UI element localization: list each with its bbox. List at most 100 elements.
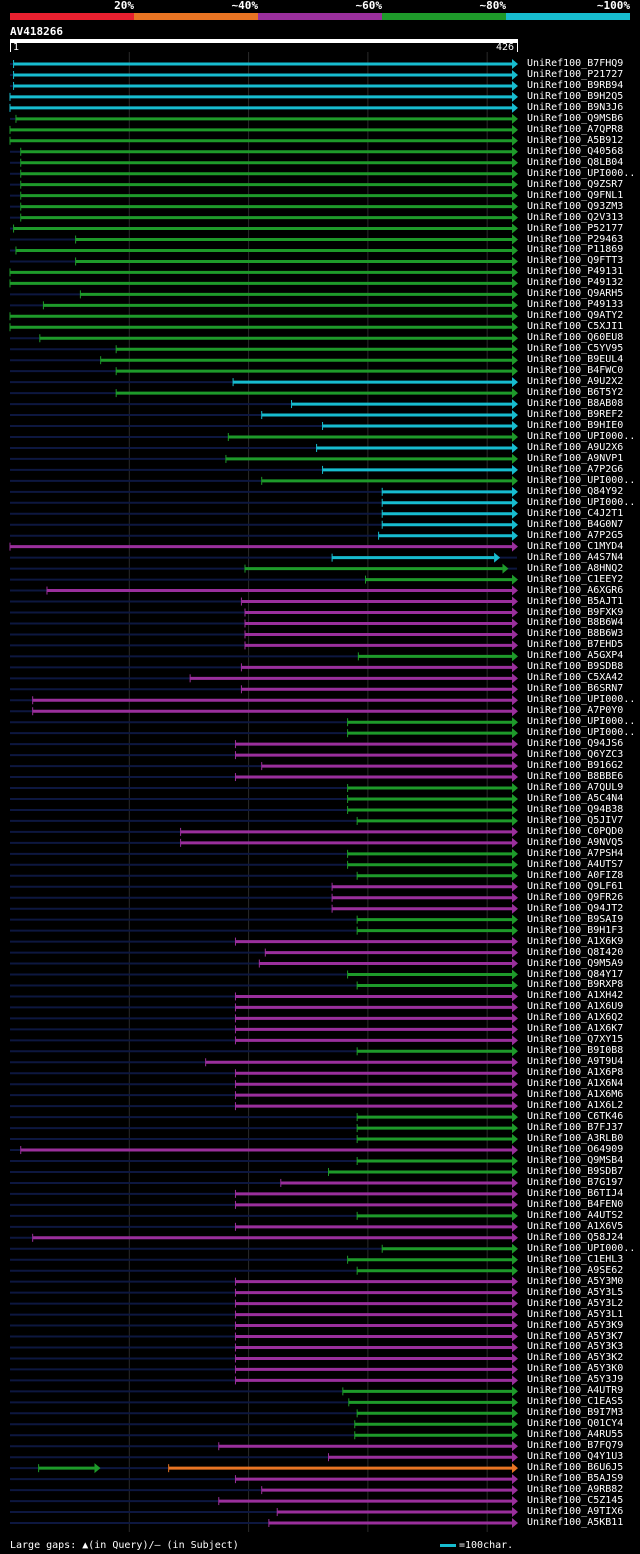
hit-label[interactable]: UniRef100_A9SE62 (527, 1264, 624, 1276)
hit-row[interactable] (10, 1419, 518, 1430)
hit-row[interactable] (10, 410, 518, 421)
hit-row[interactable] (10, 1265, 518, 1276)
hit-label[interactable]: UniRef100_B7FHQ9 (527, 58, 624, 69)
hit-label[interactable]: UniRef100_A5Y3J9 (527, 1374, 624, 1386)
hit-label[interactable]: UniRef100_B7FQ79 (527, 1440, 624, 1452)
hit-row[interactable] (9, 135, 518, 146)
hit-label[interactable]: UniRef100_B5AJS9 (527, 1473, 624, 1485)
hit-row[interactable] (10, 1101, 518, 1112)
hit-label[interactable]: UniRef100_C1EAS5 (527, 1396, 624, 1408)
hit-label[interactable]: UniRef100_P52177 (527, 222, 624, 234)
hit-row[interactable] (9, 311, 518, 322)
hit-row[interactable] (10, 640, 518, 651)
hit-label[interactable]: UniRef100_A1X6K7 (527, 1023, 624, 1035)
hit-row[interactable] (10, 728, 518, 739)
hit-label[interactable]: UniRef100_A5C4N4 (527, 792, 624, 804)
hit-label[interactable]: UniRef100_A9U2X6 (527, 441, 624, 453)
hit-label[interactable]: UniRef100_UPI000.. (527, 716, 636, 728)
hit-label[interactable]: UniRef100_Q9M5A9 (527, 957, 624, 969)
hit-row[interactable] (10, 1485, 518, 1496)
hit-row[interactable] (10, 1166, 518, 1177)
hit-label[interactable]: UniRef100_Q4Y1U3 (527, 1451, 624, 1463)
hit-label[interactable]: UniRef100_A9RB82 (527, 1484, 624, 1496)
hit-row[interactable] (10, 651, 518, 662)
hit-row[interactable] (10, 574, 518, 585)
hit-label[interactable]: UniRef100_A1X6L2 (527, 1100, 624, 1112)
hit-label[interactable]: UniRef100_P49132 (527, 277, 624, 289)
hit-row[interactable] (10, 1353, 518, 1364)
hit-label[interactable]: UniRef100_B9RB94 (527, 79, 624, 91)
hit-row[interactable] (10, 958, 518, 969)
hit-label[interactable]: UniRef100_B6U6J5 (527, 1462, 624, 1474)
hit-label[interactable]: UniRef100_A9T9U4 (527, 1056, 624, 1068)
hit-row[interactable] (10, 1134, 518, 1145)
hit-label[interactable]: UniRef100_B9I7M3 (527, 1407, 624, 1419)
hit-row[interactable] (10, 750, 518, 761)
hit-row[interactable] (10, 739, 518, 750)
hit-row[interactable] (10, 618, 518, 629)
hit-label[interactable]: UniRef100_B7G197 (527, 1176, 624, 1188)
hit-label[interactable]: UniRef100_B9SDB8 (527, 661, 624, 673)
hit-label[interactable]: UniRef100_A9U2X2 (527, 376, 624, 388)
hit-label[interactable]: UniRef100_Q58J24 (527, 1231, 624, 1243)
hit-label[interactable]: UniRef100_Q93ZM3 (527, 200, 624, 212)
hit-row[interactable] (10, 793, 518, 804)
hit-label[interactable]: UniRef100_A7PSH4 (527, 847, 624, 859)
hit-row[interactable] (10, 1123, 518, 1134)
hit-label[interactable]: UniRef100_B8BBE6 (527, 771, 624, 783)
hit-label[interactable]: UniRef100_UPI000.. (527, 496, 636, 508)
hit-row[interactable] (10, 563, 517, 574)
hit-label[interactable]: UniRef100_A1X6N4 (527, 1078, 624, 1090)
hit-label[interactable]: UniRef100_A1X6K9 (527, 935, 624, 947)
hit-label[interactable]: UniRef100_B8B6W3 (527, 628, 624, 640)
hit-label[interactable]: UniRef100_Q9FNL1 (527, 189, 624, 201)
hit-row[interactable] (10, 859, 518, 870)
hit-label[interactable]: UniRef100_B9I0B8 (527, 1045, 624, 1057)
hit-label[interactable]: UniRef100_P49131 (527, 266, 624, 278)
hit-label[interactable]: UniRef100_A4UTS7 (527, 858, 624, 870)
hit-row[interactable] (10, 1254, 518, 1265)
hit-label[interactable]: UniRef100_Q40568 (527, 145, 624, 157)
hit-row[interactable] (10, 344, 518, 355)
hit-label[interactable]: UniRef100_Q8I420 (527, 946, 624, 958)
hit-row[interactable] (10, 497, 518, 508)
hit-row[interactable] (10, 892, 518, 903)
hit-row[interactable] (10, 464, 518, 475)
hit-row[interactable] (10, 431, 518, 442)
hit-label[interactable]: UniRef100_A8HNQ2 (527, 562, 624, 574)
hit-row[interactable] (9, 267, 518, 278)
hit-row[interactable] (10, 662, 518, 673)
hit-label[interactable]: UniRef100_B8B6W4 (527, 617, 624, 629)
hit-row[interactable] (10, 1496, 518, 1507)
hit-label[interactable]: UniRef100_C4J2T1 (527, 507, 624, 519)
hit-label[interactable]: UniRef100_A9NVQ5 (527, 836, 624, 848)
hit-label[interactable]: UniRef100_B9EUL4 (527, 354, 624, 366)
hit-label[interactable]: UniRef100_Q01CY4 (527, 1418, 624, 1430)
hit-label[interactable]: UniRef100_Q5JIV7 (527, 814, 624, 826)
hit-row[interactable] (10, 179, 518, 190)
hit-row[interactable] (10, 80, 518, 91)
hit-row[interactable] (10, 815, 518, 826)
hit-label[interactable]: UniRef100_Q9ZSR7 (527, 178, 624, 190)
hit-row[interactable] (10, 596, 518, 607)
hit-row[interactable] (10, 421, 518, 432)
hit-row[interactable] (10, 1474, 518, 1485)
hit-row[interactable] (9, 541, 518, 552)
hit-label[interactable]: UniRef100_B9N3J6 (527, 101, 624, 113)
hit-label[interactable]: UniRef100_Q60EU8 (527, 332, 624, 344)
hit-label[interactable]: UniRef100_A5Y3K7 (527, 1330, 624, 1342)
hit-row[interactable] (10, 772, 518, 783)
hit-row[interactable] (10, 1046, 518, 1057)
hit-row[interactable] (10, 1232, 518, 1243)
hit-row[interactable] (10, 1298, 518, 1309)
hit-label[interactable]: UniRef100_B9SAI9 (527, 913, 624, 925)
hit-label[interactable]: UniRef100_A7QPR8 (527, 123, 624, 135)
hit-row[interactable] (9, 278, 518, 289)
hit-row[interactable] (10, 508, 518, 519)
hit-label[interactable]: UniRef100_A7P2G5 (527, 529, 624, 541)
hit-label[interactable]: UniRef100_A5Y3K3 (527, 1341, 624, 1353)
hit-row[interactable] (10, 980, 518, 991)
hit-row[interactable] (10, 1518, 518, 1529)
hit-label[interactable]: UniRef100_C6TK46 (527, 1111, 624, 1123)
hit-row[interactable] (10, 870, 518, 881)
